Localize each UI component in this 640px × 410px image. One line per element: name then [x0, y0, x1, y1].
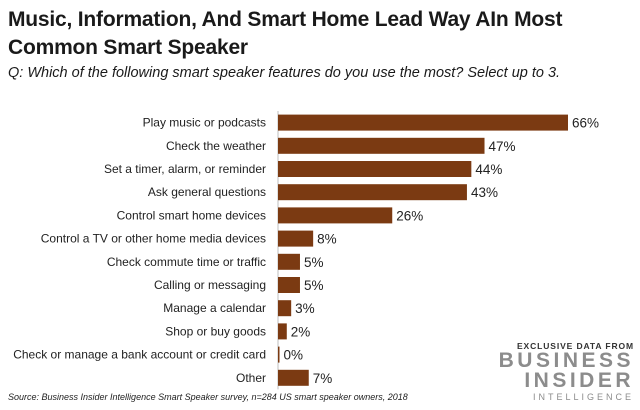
- category-label: Control a TV or other home media devices: [41, 232, 266, 246]
- value-label: 43%: [471, 185, 498, 200]
- brand-name-line3: INTELLIGENCE: [532, 392, 634, 402]
- category-label: Set a timer, alarm, or reminder: [104, 162, 266, 176]
- value-label: 26%: [396, 208, 423, 223]
- brand-name-line1: BUSINESS: [498, 349, 634, 372]
- category-label: Shop or buy goods: [165, 324, 266, 338]
- category-label: Check the weather: [166, 139, 266, 153]
- category-label: Calling or messaging: [154, 278, 266, 292]
- bar: [278, 346, 280, 363]
- value-label: 7%: [313, 371, 333, 386]
- bar: [278, 114, 568, 131]
- category-label: Ask general questions: [148, 185, 266, 199]
- value-label: 5%: [304, 278, 324, 293]
- bar: [278, 161, 472, 177]
- category-label: Control smart home devices: [117, 208, 266, 222]
- bar: [278, 253, 300, 270]
- source-note: Source: Business Insider Intelligence Sm…: [8, 392, 408, 402]
- bar: [278, 184, 467, 201]
- value-label: 2%: [291, 324, 311, 339]
- value-label: 8%: [317, 232, 337, 247]
- value-label: 5%: [304, 255, 324, 270]
- bar: [278, 230, 314, 247]
- chart-subtitle: Q: Which of the following smart speaker …: [8, 65, 561, 81]
- bar: [278, 323, 287, 340]
- bar: [278, 137, 485, 154]
- category-label: Check or manage a bank account or credit…: [13, 348, 266, 362]
- brand-tagline: EXCLUSIVE DATA FROM: [516, 341, 634, 351]
- bar: [278, 277, 300, 293]
- value-label: 3%: [295, 301, 315, 316]
- brand-name-line2: INSIDER: [524, 369, 634, 392]
- category-label: Other: [236, 371, 266, 385]
- chart-title: Music, Information, And Smart Home Lead …: [8, 8, 563, 59]
- value-label: 47%: [489, 139, 516, 154]
- value-label: 44%: [475, 162, 502, 177]
- value-label: 66%: [572, 116, 599, 131]
- category-label: Manage a calendar: [163, 301, 266, 315]
- bar: [278, 369, 309, 386]
- value-label: 0%: [284, 348, 304, 363]
- category-label: Check commute time or traffic: [107, 255, 266, 269]
- category-label: Play music or podcasts: [143, 116, 266, 130]
- brand-logo: EXCLUSIVE DATA FROM BUSINESS INSIDER INT…: [499, 341, 634, 402]
- bar: [278, 300, 292, 317]
- bar: [278, 207, 393, 224]
